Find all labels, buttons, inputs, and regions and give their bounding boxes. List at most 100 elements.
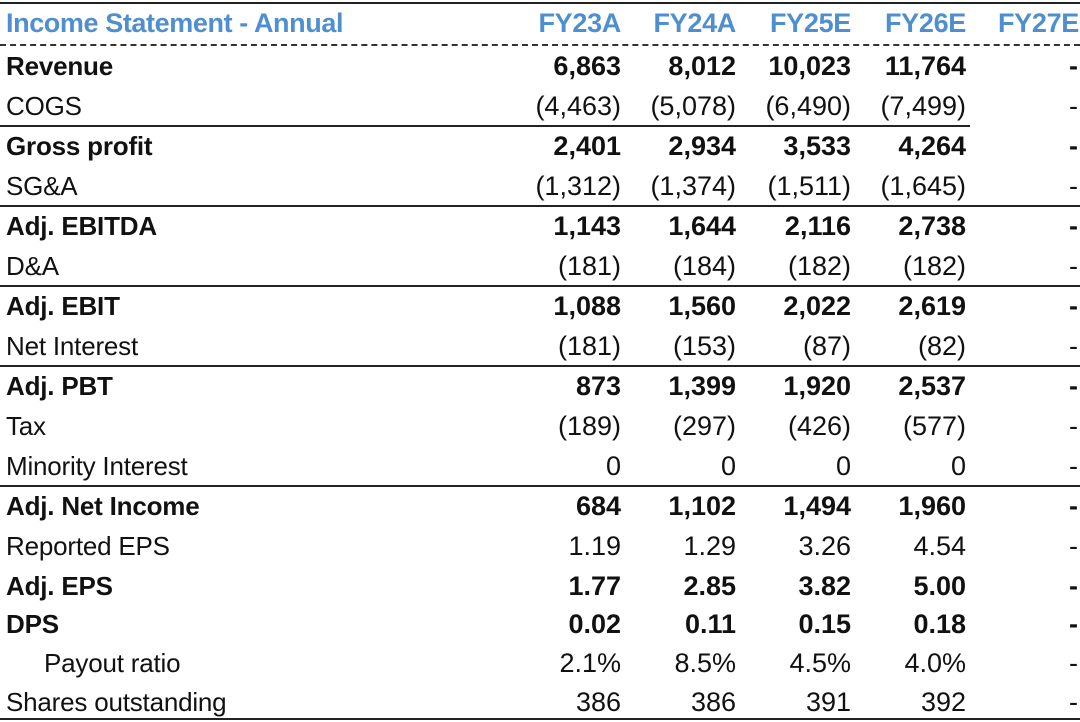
cell-fy27e: - xyxy=(1069,687,1078,717)
cell-fy23a: 1,143 xyxy=(553,211,621,241)
cell-fy26e: 392 xyxy=(920,687,966,717)
cell-fy23a: 0.02 xyxy=(568,609,621,639)
row-label: Adj. EPS xyxy=(6,571,113,601)
cell-fy25e: 3.26 xyxy=(798,531,851,561)
cell-fy25e: (182) xyxy=(787,251,851,281)
cell-fy27e: - xyxy=(1069,211,1078,241)
cell-fy23a: 2.1% xyxy=(559,648,621,678)
cell-fy26e: 4,264 xyxy=(898,131,966,161)
cell-fy27e: - xyxy=(1069,291,1078,321)
cell-fy26e: 2,537 xyxy=(898,371,966,401)
cell-fy23a: 386 xyxy=(575,687,621,717)
cell-fy25e: 1,494 xyxy=(783,491,851,521)
cell-fy24a: (1,374) xyxy=(650,171,736,201)
cell-fy26e: 5.00 xyxy=(913,571,966,601)
cell-fy24a: 1,560 xyxy=(668,291,736,321)
cell-fy26e: 4.0% xyxy=(904,648,966,678)
row-label: COGS xyxy=(6,91,82,121)
cell-fy27e: - xyxy=(1069,411,1078,441)
cell-fy23a: 2,401 xyxy=(553,131,621,161)
row-label: SG&A xyxy=(6,171,78,201)
cell-fy27e: - xyxy=(1069,648,1078,678)
cell-fy23a: (1,312) xyxy=(535,171,621,201)
bottom-rule xyxy=(0,718,1080,720)
row-label: Adj. EBITDA xyxy=(6,211,157,241)
cell-fy23a: 0 xyxy=(605,451,621,481)
cell-fy27e: - xyxy=(1069,451,1078,481)
row-label: Gross profit xyxy=(6,131,153,161)
table-row-adj-eps: Adj. EPS 1.77 2.85 3.82 5.00 - xyxy=(0,566,1080,606)
cell-fy24a: (5,078) xyxy=(650,91,736,121)
cell-fy27e: - xyxy=(1069,91,1078,121)
cell-fy26e: (1,645) xyxy=(880,171,966,201)
cell-fy25e: 3,533 xyxy=(783,131,851,161)
cell-fy26e: 1,960 xyxy=(898,491,966,521)
cell-fy25e: 10,023 xyxy=(768,51,851,81)
col-header-fy26e: FY26E xyxy=(884,8,966,38)
cell-fy23a: (189) xyxy=(557,411,621,441)
cell-fy26e: 2,619 xyxy=(898,291,966,321)
cell-fy25e: 4.5% xyxy=(789,648,851,678)
table-row-tax: Tax (189) (297) (426) (577) - xyxy=(0,406,1080,446)
cell-fy27e: - xyxy=(1069,371,1078,401)
cell-fy24a: 0.11 xyxy=(684,609,736,639)
cell-fy25e: 2,116 xyxy=(784,211,851,241)
cell-fy24a: 8,012 xyxy=(668,51,736,81)
table-row-da: D&A (181) (184) (182) (182) - xyxy=(0,246,1080,286)
col-header-fy24a: FY24A xyxy=(653,8,736,38)
row-label: Tax xyxy=(6,411,46,441)
cell-fy26e: 4.54 xyxy=(913,531,966,561)
table-row-revenue: Revenue 6,863 8,012 10,023 11,764 - xyxy=(0,46,1080,86)
cell-fy24a: 1,644 xyxy=(668,211,736,241)
row-label: Adj. PBT xyxy=(6,371,113,401)
row-label: Adj. Net Income xyxy=(6,491,200,521)
subtotal-rule xyxy=(0,205,1080,207)
cell-fy27e: - xyxy=(1069,331,1078,361)
subtotal-rule xyxy=(0,285,1080,287)
cell-fy24a: 8.5% xyxy=(674,648,736,678)
cell-fy25e: 1,920 xyxy=(783,371,851,401)
table-row-adj-ebit: Adj. EBIT 1,088 1,560 2,022 2,619 - xyxy=(0,286,1080,326)
cell-fy27e: - xyxy=(1069,171,1078,201)
cell-fy24a: (297) xyxy=(672,411,736,441)
cell-fy23a: 1.19 xyxy=(568,531,621,561)
cell-fy27e: - xyxy=(1069,531,1078,561)
cell-fy26e: (577) xyxy=(902,411,966,441)
table-row-gross-profit: Gross profit 2,401 2,934 3,533 4,264 - xyxy=(0,126,1080,166)
cell-fy25e: 391 xyxy=(805,687,851,717)
cell-fy24a: 2,934 xyxy=(668,131,736,161)
cell-fy27e: - xyxy=(1069,131,1078,161)
cell-fy23a: (181) xyxy=(557,251,621,281)
cell-fy25e: (87) xyxy=(802,331,851,361)
table-row-adj-pbt: Adj. PBT 873 1,399 1,920 2,537 - xyxy=(0,366,1080,406)
row-label: Payout ratio xyxy=(44,648,181,678)
row-label: Reported EPS xyxy=(6,531,170,561)
cell-fy25e: 0.15 xyxy=(798,609,851,639)
cell-fy23a: 1.77 xyxy=(568,571,621,601)
cell-fy27e: - xyxy=(1069,491,1078,521)
cell-fy24a: 2.85 xyxy=(683,571,736,601)
table-row-minority-interest: Minority Interest 0 0 0 0 - xyxy=(0,446,1080,486)
cell-fy26e: (7,499) xyxy=(880,91,966,121)
table-row-sga: SG&A (1,312) (1,374) (1,511) (1,645) - xyxy=(0,166,1080,206)
col-header-fy25e: FY25E xyxy=(769,8,851,38)
cell-fy24a: 0 xyxy=(720,451,736,481)
cell-fy26e: 11,764 xyxy=(884,51,966,81)
cell-fy27e: - xyxy=(1069,51,1078,81)
table-row-shares-outstanding: Shares outstanding 386 386 391 392 - xyxy=(0,682,1080,722)
cell-fy26e: 0.18 xyxy=(913,609,966,639)
cell-fy27e: - xyxy=(1069,609,1078,639)
cell-fy23a: (4,463) xyxy=(535,91,621,121)
table-row-dps: DPS 0.02 0.11 0.15 0.18 - xyxy=(0,604,1080,644)
cell-fy24a: 1.29 xyxy=(683,531,736,561)
cell-fy25e: (6,490) xyxy=(765,91,851,121)
cell-fy25e: (1,511) xyxy=(767,171,851,201)
cell-fy23a: 6,863 xyxy=(553,51,621,81)
cell-fy23a: 873 xyxy=(575,371,621,401)
cell-fy24a: (153) xyxy=(672,331,736,361)
cell-fy24a: 386 xyxy=(690,687,736,717)
cell-fy25e: (426) xyxy=(787,411,851,441)
table-row-reported-eps: Reported EPS 1.19 1.29 3.26 4.54 - xyxy=(0,526,1080,566)
table-row-cogs: COGS (4,463) (5,078) (6,490) (7,499) - xyxy=(0,86,1080,126)
